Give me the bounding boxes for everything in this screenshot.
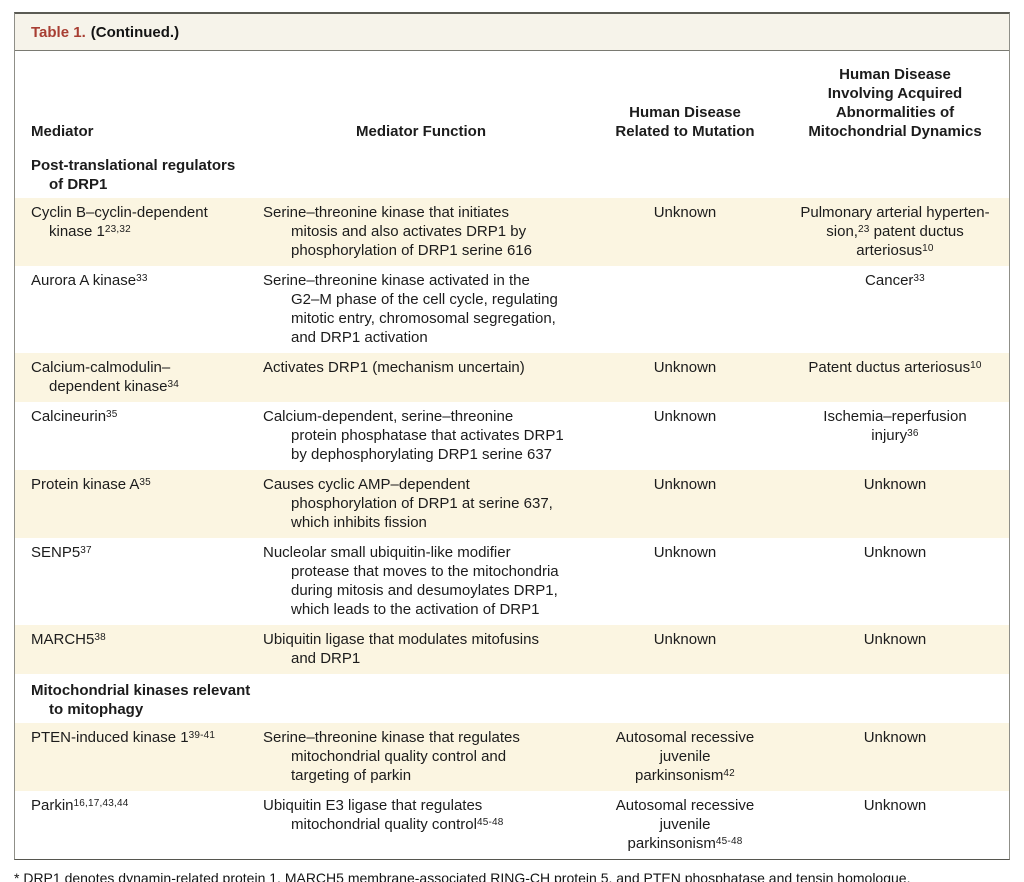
mutation-cell xyxy=(593,266,783,353)
mutation-cell: Unknown xyxy=(653,408,717,425)
function-cell: Activates DRP1 (mechanism uncertain) xyxy=(263,359,525,376)
column-header-disease-acquired: Human Disease Involving Acquired Abnorma… xyxy=(808,66,982,140)
mediator-cell: Calcium-calmodulin– dependent kinase34 xyxy=(31,359,179,395)
column-header-mediator-function: Mediator Function xyxy=(356,123,486,140)
table-row: Parkin16,17,43,44 Ubiquitin E3 ligase th… xyxy=(15,791,1009,859)
function-cell: Ubiquitin ligase that modulates mitofusi… xyxy=(263,631,539,667)
mediator-cell: SENP537 xyxy=(31,544,92,561)
acquired-cell: Unknown xyxy=(863,729,927,746)
mediator-cell: MARCH538 xyxy=(31,631,106,648)
function-cell: Serine–threonine kinase activated in the… xyxy=(263,272,558,346)
function-cell: Causes cyclic AMP–dependent phosphorylati… xyxy=(263,476,553,531)
column-header-disease-mutation: Human Disease Related to Mutation xyxy=(615,104,755,140)
section-header-row: Mitochondrial kinases relevant to mitopha… xyxy=(15,674,1009,723)
mediator-cell: Cyclin B–cyclin-dependent kinase 123,32 xyxy=(31,204,208,240)
table-row: SENP537 Nucleolar small ubiquitin-like m… xyxy=(15,538,1009,625)
function-cell: Ubiquitin E3 ligase that regulates mitoch… xyxy=(263,797,504,833)
table-number-label: Table 1. xyxy=(31,24,86,41)
acquired-cell: Patent ductus arteriosus10 xyxy=(808,359,982,376)
acquired-cell: Unknown xyxy=(863,797,927,814)
table-row: Calcium-calmodulin– dependent kinase34 Ac… xyxy=(15,353,1009,402)
mutation-cell: Unknown xyxy=(653,204,717,221)
table-row: Aurora A kinase33 Serine–threonine kinas… xyxy=(15,266,1009,353)
table-continued-label: (Continued.) xyxy=(90,24,180,41)
table-row: Cyclin B–cyclin-dependent kinase 123,32 S… xyxy=(15,198,1009,266)
table-row: PTEN-induced kinase 139-41 Serine–threon… xyxy=(15,723,1009,791)
mediator-cell: Protein kinase A35 xyxy=(31,476,151,493)
mediator-cell: Parkin16,17,43,44 xyxy=(31,797,129,814)
table-container: Table 1. (Continued.) Mediator Mediator F… xyxy=(14,12,1010,860)
function-cell: Nucleolar small ubiquitin-like modifier p… xyxy=(263,544,559,618)
acquired-cell: Cancer33 xyxy=(865,272,925,289)
table-row: MARCH538 Ubiquitin ligase that modulates… xyxy=(15,625,1009,674)
mediator-cell: PTEN-induced kinase 139-41 xyxy=(31,729,216,746)
mutation-cell: Unknown xyxy=(653,544,717,561)
acquired-cell: Ischemia–reperfusion injury36 xyxy=(823,408,967,444)
table-row: Protein kinase A35 Causes cyclic AMP–dep… xyxy=(15,470,1009,538)
section-header-row: Post-translational regulators of DRP1 xyxy=(15,149,1009,198)
mutation-cell: Unknown xyxy=(653,359,717,376)
function-cell: Serine–threonine kinase that initiates mi… xyxy=(263,204,532,259)
column-header-row: Mediator Mediator Function Human Disease… xyxy=(15,51,1009,149)
mediator-cell: Aurora A kinase33 xyxy=(31,272,148,289)
mutation-cell: Autosomal recessive juvenile parkinsonism… xyxy=(615,729,755,784)
mutation-cell: Unknown xyxy=(653,631,717,648)
table-footnote: * DRP1 denotes dynamin-related protein 1… xyxy=(14,870,911,882)
acquired-cell: Unknown xyxy=(863,631,927,648)
mutation-cell: Autosomal recessive juvenile parkinsonism… xyxy=(615,797,755,852)
column-header-mediator: Mediator xyxy=(31,123,94,140)
acquired-cell: Unknown xyxy=(863,476,927,493)
section-header-post-translational: Post-translational regulators of DRP1 xyxy=(31,157,236,193)
mediator-cell: Calcineurin35 xyxy=(31,408,118,425)
acquired-cell: Unknown xyxy=(863,544,927,561)
table-title-bar: Table 1. (Continued.) xyxy=(15,14,1009,51)
function-cell: Serine–threonine kinase that regulates mi… xyxy=(263,729,520,784)
table-row: Calcineurin35 Calcium-dependent, serine–… xyxy=(15,402,1009,470)
mutation-cell: Unknown xyxy=(653,476,717,493)
acquired-cell: Pulmonary arterial hyperten-sion,23 pate… xyxy=(800,204,990,259)
section-header-mitochondrial-kinases: Mitochondrial kinases relevant to mitopha… xyxy=(31,682,251,718)
function-cell: Calcium-dependent, serine–threonine prote… xyxy=(263,408,564,463)
